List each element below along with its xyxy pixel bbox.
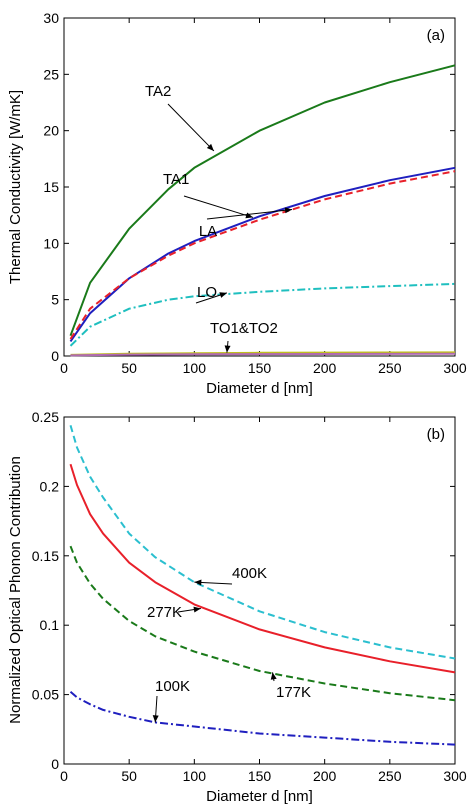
series-line-la xyxy=(69,170,456,340)
annotation-label: 277K xyxy=(147,604,182,621)
x-tick-label: 250 xyxy=(378,768,402,784)
annotation-label: 100K xyxy=(155,678,190,695)
series-line-100k xyxy=(69,691,456,746)
y-tick-label: 25 xyxy=(43,66,59,82)
y-tick-label: 0 xyxy=(51,348,59,364)
annotation-label: TA2 xyxy=(145,83,171,100)
x-tick-label: 300 xyxy=(443,768,467,784)
annotation-label: LA xyxy=(199,223,217,240)
y-axis-title: Normalized Optical Phonon Contribution xyxy=(7,456,24,724)
x-tick-label: 300 xyxy=(443,360,467,376)
annotation-arrow xyxy=(206,209,293,220)
annotation-arrow xyxy=(183,195,254,218)
annotation-arrowhead xyxy=(224,345,231,353)
series-line-ta2 xyxy=(69,64,456,337)
x-tick-label: 100 xyxy=(183,360,207,376)
series-line-177k xyxy=(69,545,456,702)
y-tick-label: 30 xyxy=(43,10,59,26)
annotation-label: TO1&TO2 xyxy=(210,320,278,337)
x-tick-label: 0 xyxy=(60,768,68,784)
y-tick-label: 0.05 xyxy=(32,687,59,703)
y-tick-label: 0 xyxy=(51,756,59,772)
x-tick-label: 150 xyxy=(248,768,272,784)
x-tick-label: 200 xyxy=(313,360,337,376)
chart-panel-b: 0 50 100 150 200 250 300 0 0.05 0.1 0.15 0.2 0.25 Dia… xyxy=(7,409,467,805)
annotation-arrowhead xyxy=(219,292,227,298)
annotation-arrowhead xyxy=(206,143,214,151)
annotation-arrowhead xyxy=(194,579,202,586)
plot-frame xyxy=(63,17,456,357)
plot-frame xyxy=(63,416,456,765)
annotation-arrow xyxy=(167,103,215,152)
x-tick-label: 100 xyxy=(183,768,207,784)
y-tick-label: 0.15 xyxy=(32,548,59,564)
series-line-lo xyxy=(69,282,456,347)
y-tick-label: 0.25 xyxy=(32,409,59,425)
y-axis-title: Thermal Conductivity [W/mK] xyxy=(7,90,24,284)
series-line-400k xyxy=(69,425,456,660)
panel-label: (b) xyxy=(427,426,445,443)
x-axis-title: Diameter d [nm] xyxy=(206,788,313,805)
chart-panel-a: 0 50 100 150 200 250 300 0 5 10 15 20 25 30 Diameter d… xyxy=(7,10,467,397)
x-tick-label: 0 xyxy=(60,360,68,376)
x-tick-label: 50 xyxy=(121,768,137,784)
annotation-arrowhead xyxy=(152,715,159,723)
series-line-to1-to2 xyxy=(70,352,456,357)
y-tick-label: 0.2 xyxy=(40,478,60,494)
x-tick-label: 250 xyxy=(378,360,402,376)
series-line-ta1 xyxy=(69,166,456,342)
annotation-label: TA1 xyxy=(163,171,189,188)
panel-label: (a) xyxy=(427,27,445,44)
annotation-arrowhead xyxy=(284,207,293,214)
y-tick-label: 5 xyxy=(51,292,59,308)
y-tick-label: 0.1 xyxy=(40,617,60,633)
x-tick-label: 150 xyxy=(248,360,272,376)
x-axis-title: Diameter d [nm] xyxy=(206,380,313,397)
annotation-label: 177K xyxy=(276,684,311,701)
x-tick-label: 50 xyxy=(121,360,137,376)
y-tick-label: 10 xyxy=(43,235,59,251)
y-tick-label: 15 xyxy=(43,179,59,195)
annotation-label: LO xyxy=(197,284,217,301)
annotation-label: 400K xyxy=(232,565,267,582)
y-tick-label: 20 xyxy=(43,123,59,139)
annotation-arrowhead xyxy=(193,606,201,613)
annotation-arrowhead xyxy=(245,212,253,219)
series-line-277k xyxy=(69,463,456,674)
annotation-arrowhead xyxy=(270,672,277,680)
x-tick-label: 200 xyxy=(313,768,337,784)
